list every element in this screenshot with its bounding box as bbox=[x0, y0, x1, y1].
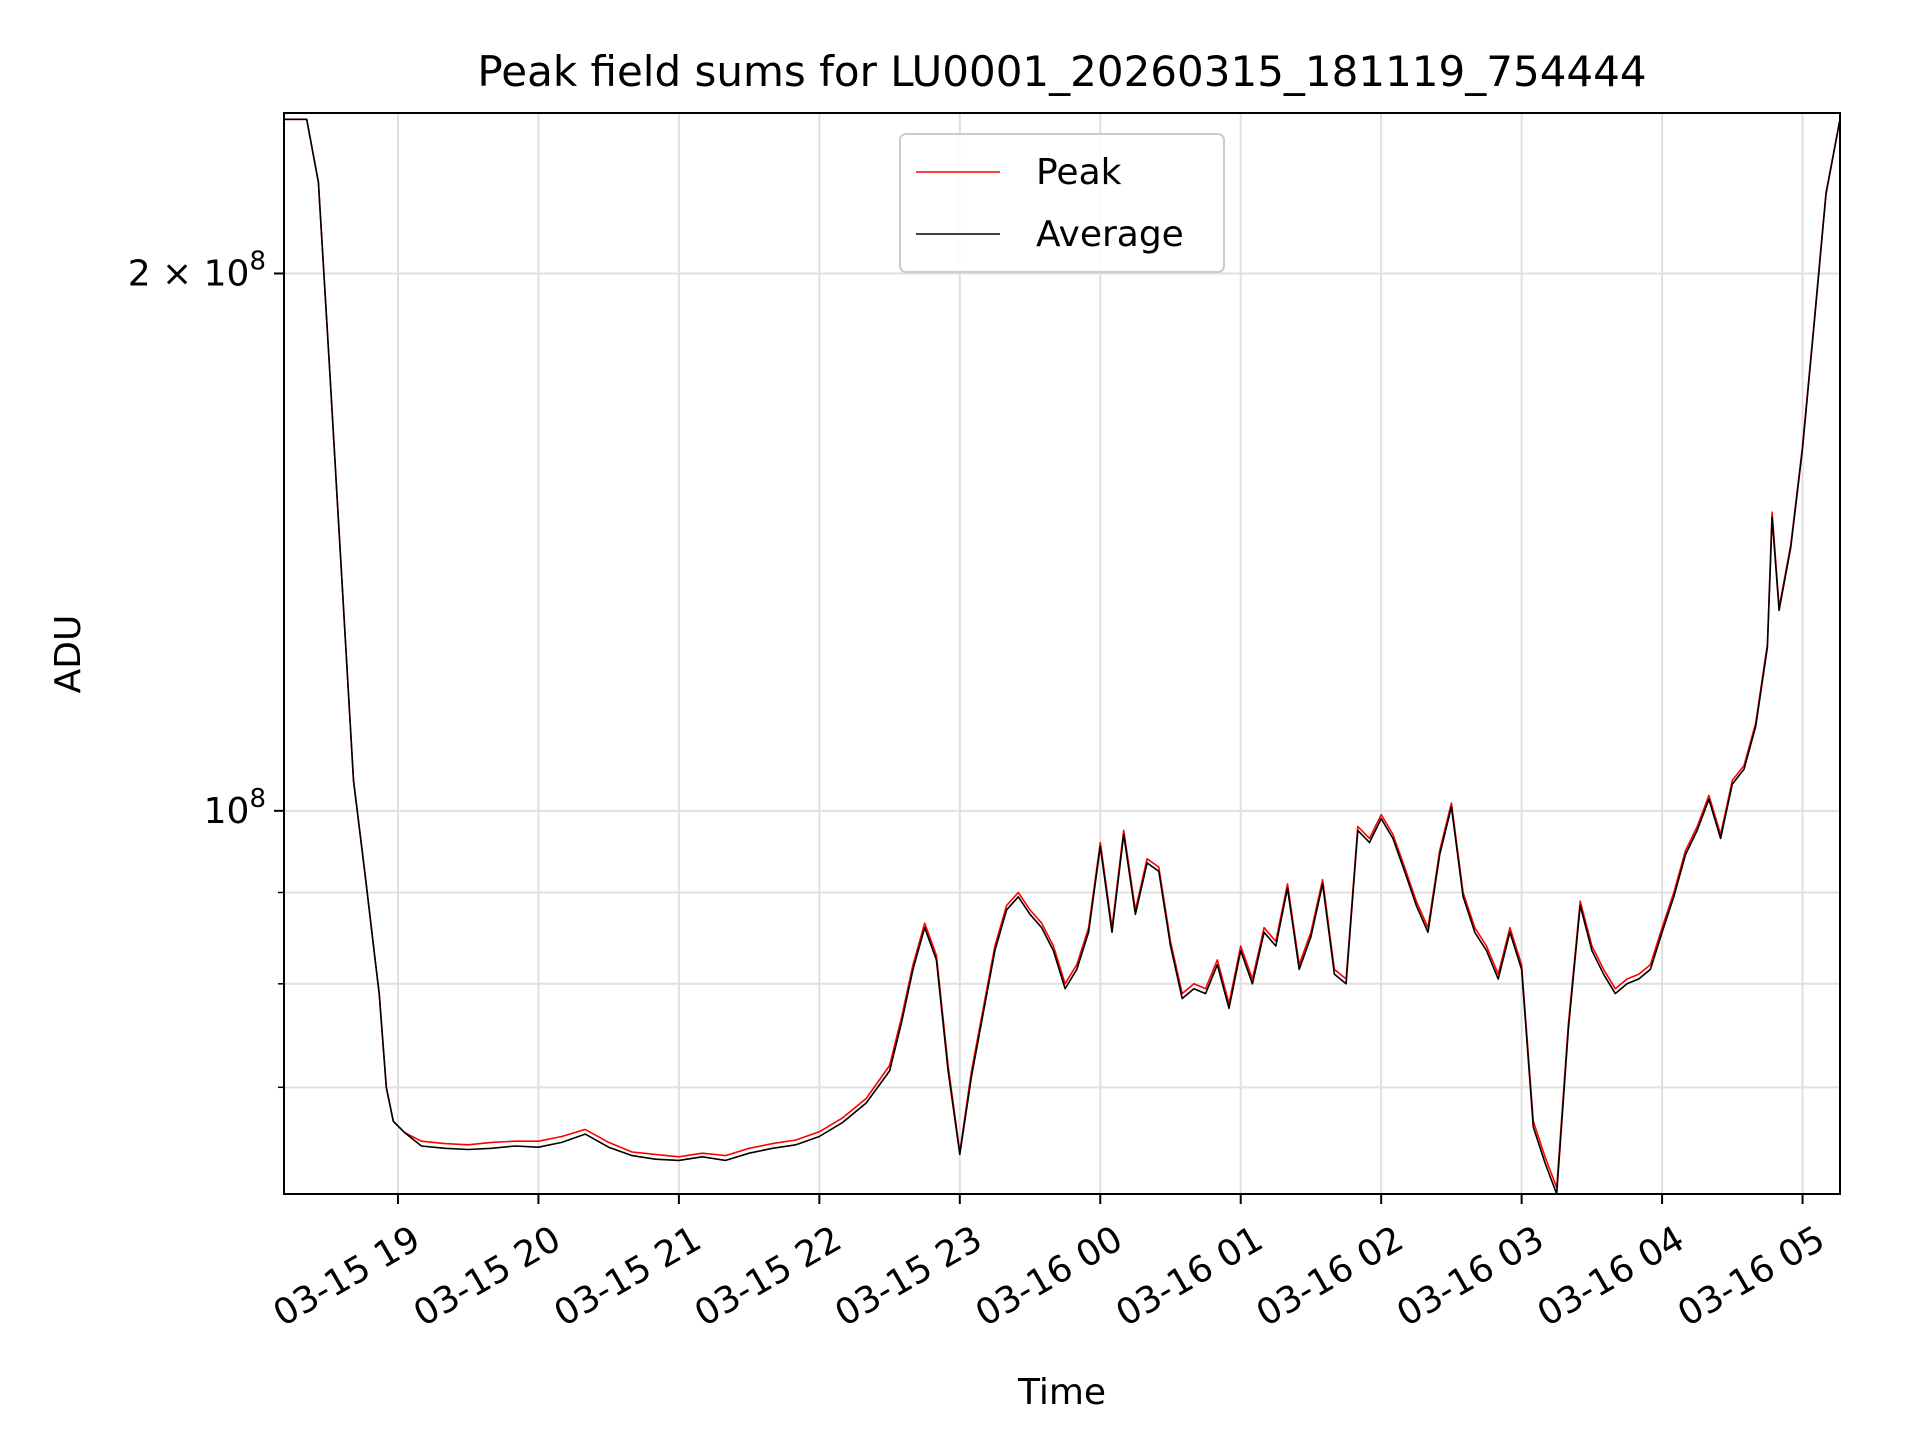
series-line-average bbox=[283, 118, 1841, 1195]
grid bbox=[284, 113, 1840, 1194]
legend-label-peak: Peak bbox=[1036, 152, 1122, 193]
y-axis-label: ADU bbox=[48, 615, 89, 694]
legend-label-average: Average bbox=[1036, 214, 1184, 255]
chart-title: Peak field sums for LU0001_20260315_1811… bbox=[477, 47, 1646, 96]
legend-box bbox=[899, 133, 1225, 273]
x-axis-label: Time bbox=[1017, 1372, 1106, 1413]
legend: Peak Average bbox=[899, 133, 1225, 273]
y-tick-label: 2 × 108 bbox=[128, 246, 266, 294]
plot-series bbox=[283, 118, 1841, 1195]
y-tick-label: 108 bbox=[204, 784, 266, 832]
plot-frame bbox=[283, 112, 1841, 1195]
series-line-peak bbox=[283, 118, 1841, 1189]
